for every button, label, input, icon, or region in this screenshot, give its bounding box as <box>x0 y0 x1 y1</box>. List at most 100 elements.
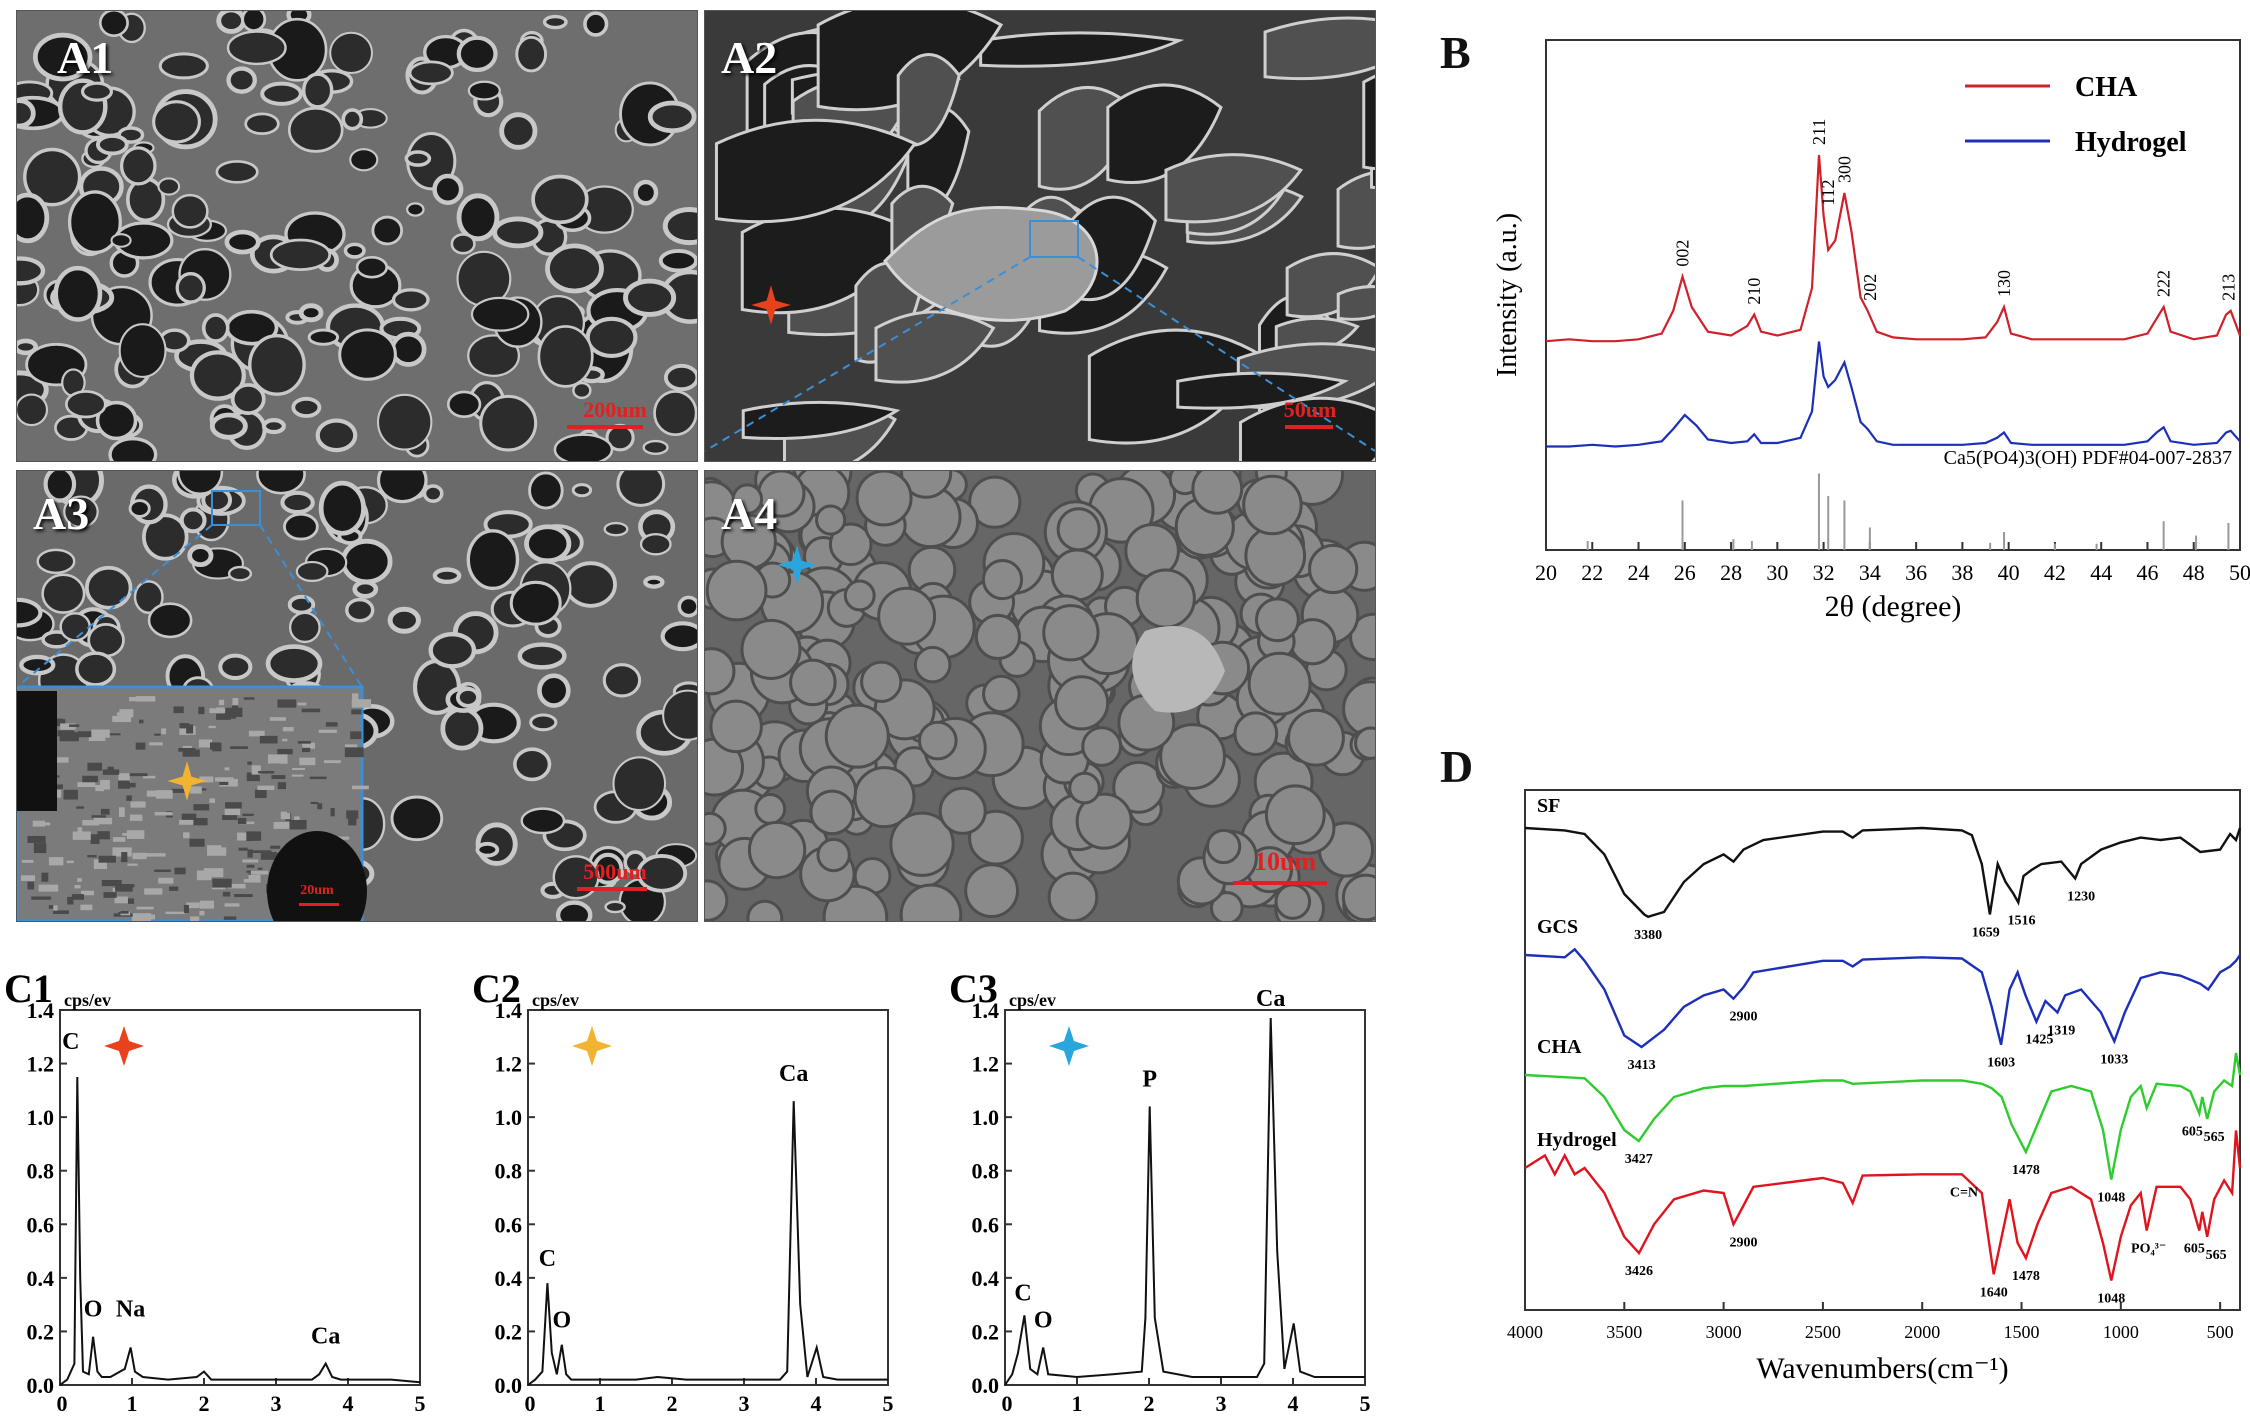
sem-pore <box>302 72 334 109</box>
sem-pore <box>456 35 498 73</box>
sem-sphere <box>746 899 784 921</box>
sem-inset-grain <box>181 813 197 820</box>
sem-pore <box>187 544 214 568</box>
sem-pore <box>17 98 36 129</box>
sem-pore <box>241 11 267 32</box>
sem-inset-grain <box>91 729 110 738</box>
eds-y-tick-label: 1.0 <box>27 1105 55 1130</box>
sem-pore <box>585 316 638 359</box>
sem-pore <box>391 288 430 312</box>
star-marker-red-shape <box>751 285 791 325</box>
sem-inset-grain <box>91 815 106 818</box>
sem-pore <box>17 393 49 427</box>
sem-pore <box>17 338 39 356</box>
sem-inset-grain <box>248 874 261 883</box>
sem-sheet <box>1336 171 1375 250</box>
eds-peak-label: Na <box>116 1297 145 1323</box>
sem-inset-grain <box>277 699 297 708</box>
sem-inset-grain <box>41 872 49 882</box>
ftir-peak-label: 1033 <box>2100 1052 2128 1067</box>
sem-inset-grain <box>186 724 194 734</box>
sem-inset-grain <box>246 831 262 841</box>
sem-pore <box>201 313 230 343</box>
sem-inset-grain <box>273 822 293 829</box>
eds-y-tick-label: 0.2 <box>495 1319 523 1344</box>
eds-x-tick-label: 4 <box>811 1391 822 1416</box>
eds-y-tick-label: 1.0 <box>972 1105 1000 1130</box>
ftir-peak-label: 1516 <box>2008 913 2036 928</box>
sem-inset-grain <box>128 696 141 702</box>
sem-inset-grain <box>72 831 91 840</box>
sem-inset-grain <box>246 772 260 782</box>
eds-y-unit-c2: cps/ev <box>532 990 579 1010</box>
sem-sphere <box>1247 651 1312 716</box>
eds-peak-label: C <box>1014 1281 1031 1307</box>
scale-bar-a1 <box>567 425 643 429</box>
sem-pore <box>616 471 666 507</box>
star-marker-red-icon <box>751 285 791 325</box>
sem-pore <box>467 80 501 101</box>
ftir-peak-label: 1048 <box>2097 1292 2125 1307</box>
sem-inset-grain <box>196 870 212 881</box>
eds-y-tick-label: 0.8 <box>495 1159 523 1184</box>
sem-inset-grain <box>301 708 321 713</box>
xrd-y-axis-label: Intensity (a.u.) <box>1492 213 1523 377</box>
sem-inset-grain <box>145 853 166 857</box>
sem-pore <box>201 486 233 514</box>
sem-pore <box>404 150 432 167</box>
sem-inset-grain <box>199 900 215 909</box>
sem-inset-grain <box>53 719 66 727</box>
xrd-x-tick-label: 26 <box>1674 560 1696 585</box>
ftir-peak-label: 3427 <box>1625 1152 1653 1167</box>
sem-inset-grain <box>190 916 200 921</box>
sem-inset-grain <box>21 875 36 881</box>
eds-y-tick-label: 0.0 <box>27 1373 55 1398</box>
xrd-x-tick-label: 20 <box>1535 560 1557 585</box>
sem-inset-grain <box>351 785 369 790</box>
sem-inset-grain <box>118 807 125 817</box>
xrd-x-tick-label: 40 <box>1998 560 2020 585</box>
sem-inset-grain <box>154 812 173 816</box>
sem-inset-grain <box>348 816 357 826</box>
sem-inset-grain <box>77 731 96 738</box>
sem-sphere <box>1206 828 1242 865</box>
sem-sphere <box>974 613 1021 660</box>
eds-y-tick-label: 0.6 <box>972 1212 1000 1237</box>
sem-inset-grain <box>351 709 362 715</box>
panel-label-a4: A4 <box>721 488 778 539</box>
eds-y-tick-label: 1.0 <box>495 1105 523 1130</box>
sem-pore <box>226 30 287 66</box>
ftir-peak-label: 605 <box>2182 1125 2203 1140</box>
sem-sphere <box>889 811 955 877</box>
xrd-x-tick-label: 42 <box>2044 560 2066 585</box>
sem-inset-grain <box>56 789 62 798</box>
star-marker-blue-shape <box>777 545 817 585</box>
scale-bar-a3 <box>577 887 647 891</box>
sem-sphere <box>754 793 787 825</box>
sem-inset-grain <box>31 896 52 900</box>
sem-sphere <box>747 820 807 880</box>
sem-inset-grain <box>77 782 96 788</box>
sem-pore <box>390 331 427 367</box>
xrd-x-tick-label: 46 <box>2136 560 2158 585</box>
eds-frame-c1 <box>59 1009 421 1386</box>
sem-inset-grain <box>77 878 82 882</box>
sem-sphere <box>855 471 913 527</box>
sem-pore <box>158 52 209 80</box>
sem-pore <box>282 512 319 541</box>
sem-inset-grain <box>121 852 128 862</box>
sem-pore <box>467 334 520 377</box>
sem-pore <box>376 393 433 451</box>
sem-inset-dark <box>17 691 57 811</box>
sem-sphere <box>1341 873 1375 921</box>
eds-y-tick-label: 0.4 <box>495 1266 523 1291</box>
sem-inset-grain <box>126 884 135 888</box>
xrd-legend-label: Hydrogel <box>2075 127 2187 158</box>
sem-inset-grain <box>51 757 69 763</box>
sem-inset-grain <box>247 761 252 765</box>
eds-x-tick-label: 3 <box>271 1391 282 1416</box>
sem-inset-grain <box>154 733 161 736</box>
ftir-series-label: Hydrogel <box>1537 1129 1617 1151</box>
eds-plot-c1: C1 cps/ev 0.0 0.2 0.4 0.6 0.8 1.0 1.2 1.4 0 1 2 3 4 5 C O… <box>4 966 426 1416</box>
sem-sphere <box>705 811 727 846</box>
